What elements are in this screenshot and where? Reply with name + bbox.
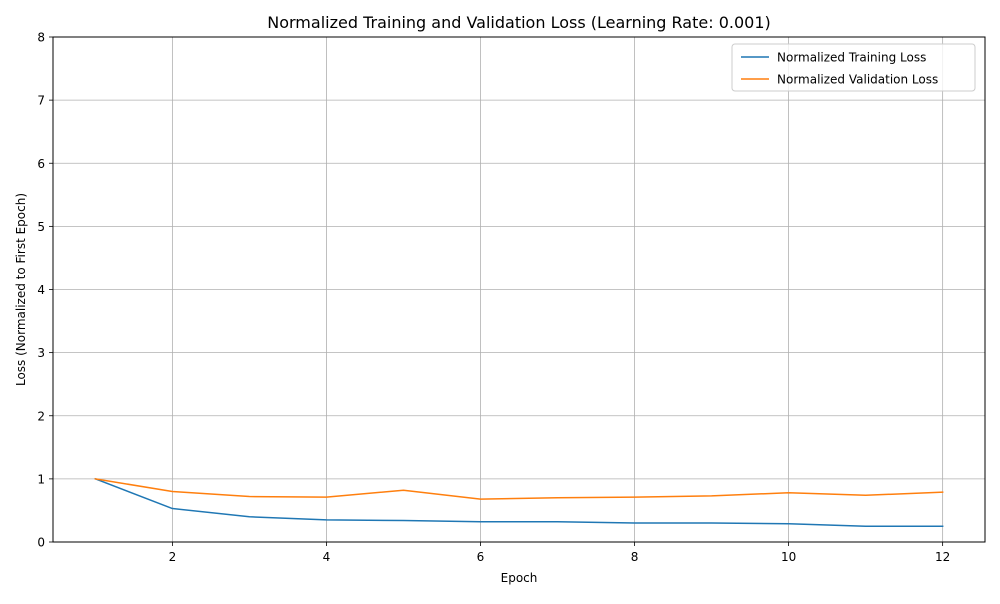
series-layer	[94, 477, 944, 527]
y-tick-label: 2	[37, 409, 45, 423]
legend-box	[731, 43, 976, 92]
legend: Normalized Training Loss Normalized Valid…	[731, 43, 976, 92]
x-tick-label: 4	[323, 550, 331, 564]
x-tick-label: 6	[477, 550, 485, 564]
legend-label: Normalized Validation Loss	[777, 73, 938, 87]
y-tick-label: 3	[37, 346, 45, 360]
x-tick-label: 2	[169, 550, 177, 564]
grid-layer	[53, 36, 985, 543]
y-tick-label: 4	[37, 283, 45, 297]
y-axis-label: Loss (Normalized to First Epoch)	[14, 193, 28, 386]
y-tick-label: 0	[37, 536, 45, 550]
y-tick-label: 7	[37, 94, 45, 108]
y-tick-label: 6	[37, 157, 45, 171]
chart-title: Normalized Training and Validation Loss …	[267, 13, 771, 32]
x-axis-label: Epoch	[501, 571, 538, 585]
y-tick-label: 1	[37, 472, 45, 486]
x-tick-label: 12	[935, 550, 950, 564]
y-tick-label: 5	[37, 220, 45, 234]
legend-label: Normalized Training Loss	[777, 51, 926, 65]
x-tick-label: 8	[631, 550, 639, 564]
series-line-training-loss	[94, 477, 944, 527]
x-tick-label: 10	[781, 550, 796, 564]
y-tick-label: 8	[37, 31, 45, 45]
series-line-validation-loss	[94, 478, 944, 500]
